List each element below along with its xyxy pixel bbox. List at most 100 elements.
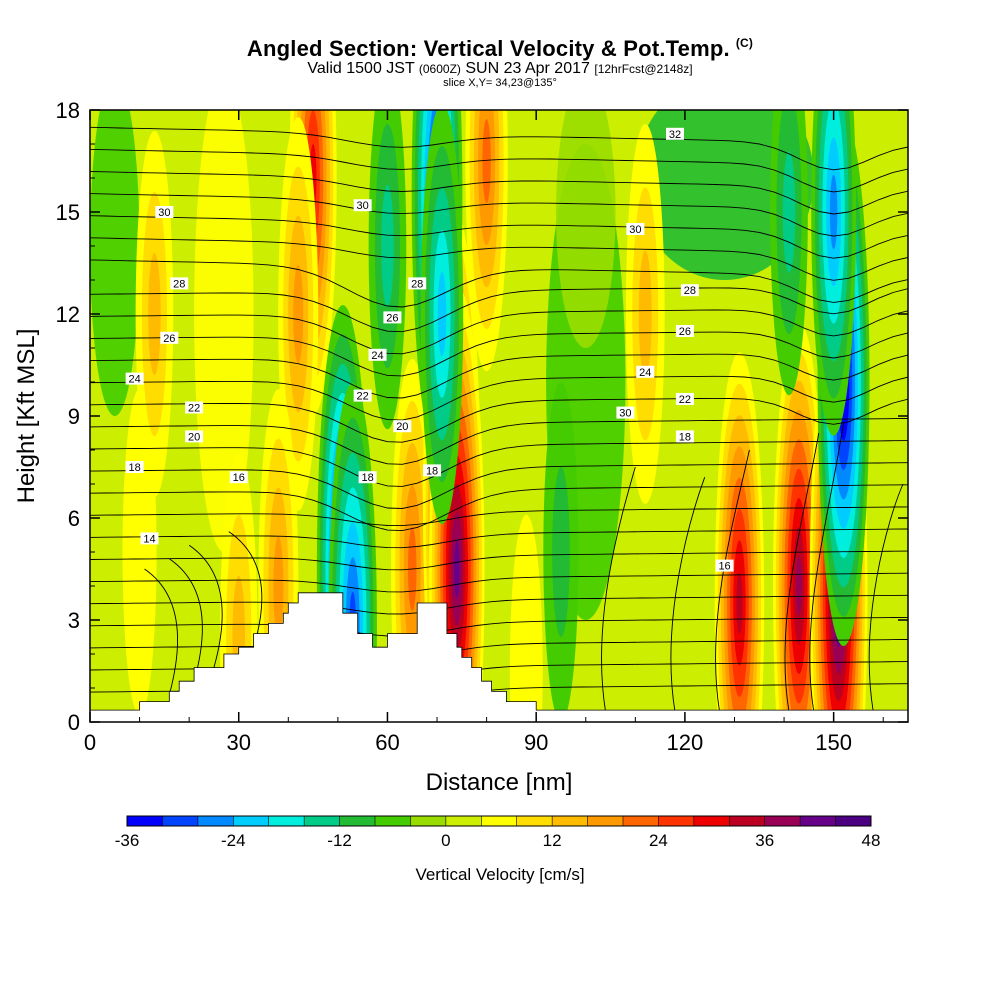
- contour-label-box: [353, 199, 372, 212]
- y-tick-label: 12: [56, 302, 80, 327]
- contour-label-box: [140, 532, 159, 545]
- contour-label-box: [680, 284, 699, 297]
- contour-label-text: 16: [718, 561, 730, 573]
- colorbar-swatch: [304, 816, 341, 826]
- velocity-cell: [219, 453, 258, 722]
- contour-label-box: [423, 464, 442, 477]
- terrain-mask: [89, 592, 909, 723]
- colorbar-tick-label: 0: [441, 831, 450, 850]
- colorbar-swatch: [729, 816, 766, 826]
- isentrope-line: [90, 215, 908, 259]
- contour-label-box: [368, 348, 387, 361]
- colorbar-tick-label: -24: [221, 831, 246, 850]
- velocity-cell: [543, 382, 579, 722]
- colorbar-swatch: [835, 816, 872, 826]
- contour-label-box: [393, 420, 412, 433]
- velocity-cell: [770, 110, 808, 396]
- y-tick-label: 6: [68, 506, 80, 531]
- contour-label-box: [675, 325, 694, 337]
- contour-label-text: 26: [163, 333, 175, 345]
- y-tick-label: 15: [56, 200, 80, 225]
- colorbar-swatch: [516, 816, 553, 826]
- isentrope-line: [144, 568, 178, 695]
- velocity-contour-fill: [482, 118, 491, 204]
- contour-label: 26: [160, 331, 179, 345]
- contour-label: 24: [636, 365, 655, 379]
- field-band: [635, 110, 814, 280]
- colorbar-swatch: [162, 816, 199, 826]
- isentrope-line: [784, 432, 820, 712]
- contour-label: 20: [393, 420, 412, 433]
- isentrope-line: [90, 259, 908, 308]
- x-tick-label: 120: [667, 730, 704, 755]
- contour-label-text: 22: [188, 403, 200, 415]
- colorbar-swatch: [658, 816, 695, 826]
- colorbar-tick-label: 12: [543, 831, 562, 850]
- velocity-contour-fill: [796, 556, 802, 616]
- contour-label: 18: [675, 430, 694, 443]
- contour-label: 22: [185, 401, 204, 415]
- contour-label-text: 22: [357, 391, 369, 403]
- velocity-cell: [509, 514, 543, 722]
- isentrope-line: [715, 449, 750, 712]
- contour-label-box: [160, 331, 179, 344]
- y-tick-label: 0: [68, 710, 80, 735]
- contour-label-text: 26: [386, 312, 398, 324]
- contour-label: 30: [626, 223, 645, 236]
- contour-label-box: [675, 393, 694, 405]
- contour-label-text: 30: [629, 224, 641, 236]
- colorbar-swatch: [552, 816, 589, 826]
- isentrope-line: [90, 440, 908, 487]
- colorbar-swatch: [233, 816, 270, 826]
- velocity-field: [90, 110, 908, 722]
- chart-subtitle: Valid 1500 JST (0600Z) SUN 23 Apr 2017 […: [0, 60, 1000, 78]
- isentrope-line: [90, 616, 908, 637]
- y-axis-label: Height [Kft MSL]: [13, 329, 40, 504]
- forecast-info: [12hrFcst@2148z]: [594, 62, 693, 76]
- velocity-contour-fill: [552, 467, 570, 637]
- isentrope-line: [188, 544, 223, 668]
- isentrope-line: [90, 397, 908, 443]
- colorbar-swatch: [481, 816, 518, 826]
- velocity-contour-fill: [782, 150, 796, 274]
- contour-label: 30: [353, 199, 372, 212]
- contour-label-box: [358, 471, 377, 484]
- isentrope-line: [90, 193, 908, 237]
- contour-label: 28: [170, 277, 189, 290]
- colorbar-swatch: [375, 816, 411, 826]
- field-band: [194, 110, 254, 552]
- contour-label: 18: [358, 471, 377, 484]
- chart-title-text: Angled Section: Vertical Velocity & Pot.…: [246, 36, 730, 61]
- velocity-contour-fill: [509, 514, 543, 722]
- isentrope-line: [90, 462, 908, 509]
- velocity-cell: [625, 124, 665, 504]
- contour-label-box: [408, 277, 427, 290]
- x-tick-label: 0: [84, 730, 96, 755]
- isentrope-line: [90, 572, 908, 593]
- isentrope-line: [601, 466, 636, 712]
- velocity-contour-fill: [293, 264, 304, 364]
- colorbar-swatch: [339, 816, 376, 826]
- contour-label-text: 18: [361, 472, 373, 484]
- contour-label-box: [155, 206, 174, 218]
- isentrope-line: [228, 531, 263, 648]
- colorbar-swatch: [693, 816, 730, 826]
- velocity-contour-fill: [437, 271, 447, 357]
- contour-label-box: [626, 223, 645, 235]
- axes: 0 30 60 90 120 150 0 3 6 9 12 15 18: [56, 98, 908, 755]
- contour-label-text: 32: [669, 129, 681, 141]
- contour-label-text: 28: [411, 278, 423, 290]
- colorbar-swatch: [410, 816, 447, 826]
- contour-label-box: [353, 389, 372, 402]
- colorbar-swatch: [587, 816, 624, 826]
- colorbar-swatch: [268, 816, 305, 826]
- contour-label-box: [383, 311, 402, 324]
- contour-label: 16: [229, 471, 248, 484]
- velocity-cell: [714, 352, 765, 722]
- velocity-contour-fill: [829, 174, 838, 250]
- isentrope-line: [169, 558, 203, 682]
- contour-label: 26: [383, 311, 402, 324]
- contour-label-text: 24: [639, 367, 651, 379]
- contour-label-box: [125, 372, 144, 385]
- velocity-contour-fill: [381, 184, 394, 308]
